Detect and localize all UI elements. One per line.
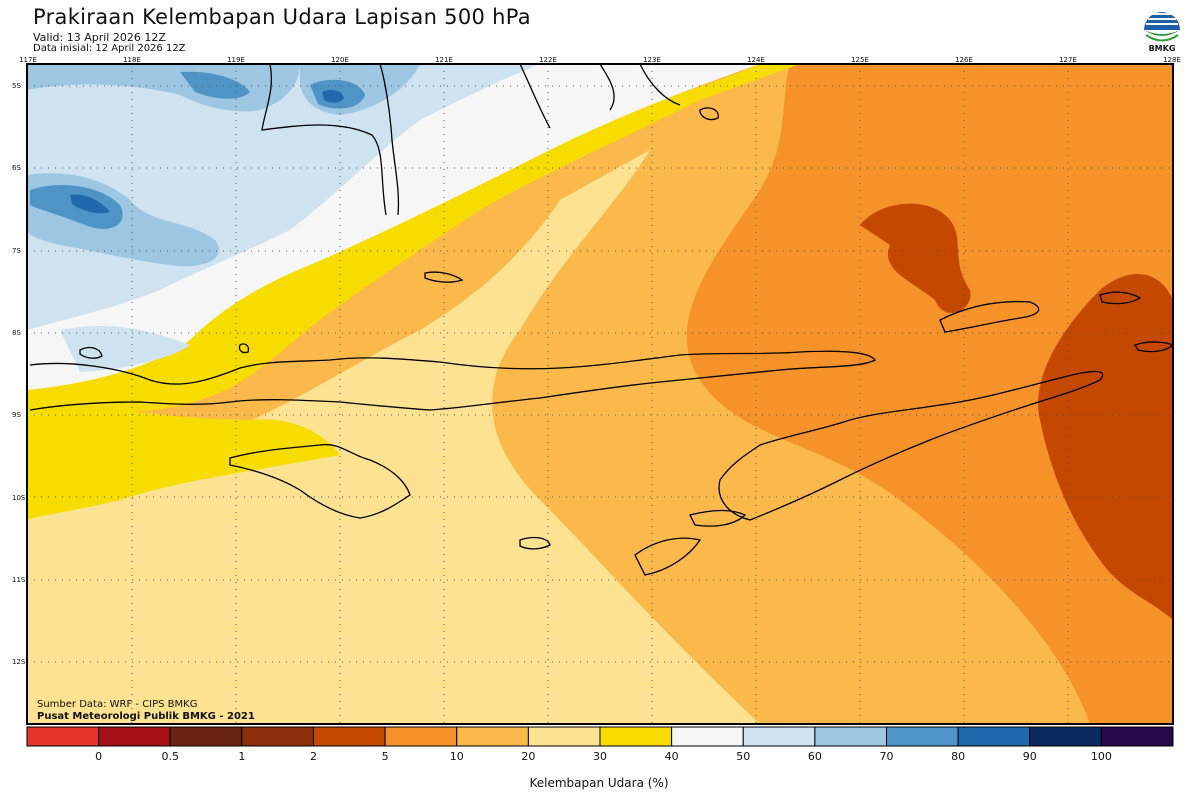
valid-time: Valid: 13 April 2026 12Z: [33, 31, 166, 44]
latitude-label: 10S: [12, 493, 26, 502]
longitude-label: 117E: [19, 56, 37, 64]
colorbar-tick-label: 0: [95, 750, 103, 763]
colorbar-swatch: [1029, 726, 1102, 747]
colorbar-swatch: [313, 726, 386, 747]
latitude-label: 6S: [12, 164, 21, 173]
colorbar-tick-label: 20: [521, 750, 536, 763]
page-title: Prakiraan Kelembapan Udara Lapisan 500 h…: [33, 5, 531, 29]
longitude-label: 120E: [331, 56, 349, 64]
longitude-label: 123E: [643, 56, 661, 64]
colorbar-tick-label: 30: [593, 750, 607, 763]
colorbar-swatch: [742, 726, 816, 747]
latitude-label: 7S: [12, 246, 21, 255]
colorbar-title: Kelembapan Udara (%): [529, 776, 669, 790]
colorbar-swatch: [26, 726, 100, 747]
colorbar-swatch: [241, 726, 314, 747]
coastlines: [29, 64, 1173, 576]
colorbar-tick-label: 80: [951, 750, 966, 763]
colorbar-tick-label: 5: [381, 750, 389, 763]
colorbar-swatch: [1100, 726, 1174, 747]
latitude-label: 5S: [12, 82, 21, 90]
colorbar-swatch: [671, 726, 744, 747]
colorbar: [26, 726, 1174, 747]
colorbar-swatch: [527, 726, 601, 747]
colorbar-swatch: [599, 726, 673, 747]
colorbar-tick-label: 60: [807, 750, 822, 763]
longitude-label: 121E: [435, 56, 453, 64]
latitude-label: 8S: [12, 328, 21, 337]
map-frame: [26, 63, 1174, 725]
colorbar-tick-label: 0.5: [161, 750, 180, 763]
colorbar-swatch: [886, 726, 959, 747]
bmkg-logo-icon: [1144, 12, 1180, 42]
colorbar-tick-label: 40: [664, 750, 679, 763]
latitude-label: 12S: [12, 658, 26, 667]
latitude-label: 9S: [12, 411, 21, 420]
longitude-label: 124E: [747, 56, 765, 64]
longitude-label: 119E: [227, 56, 245, 64]
colorbar-tick-label: 50: [736, 750, 751, 763]
colorbar-swatch: [98, 726, 171, 747]
colorbar-swatch: [169, 726, 243, 747]
colorbar-tick-label: 10: [449, 750, 464, 763]
longitude-label: 122E: [539, 56, 557, 64]
colorbar-tick-label: 90: [1022, 750, 1037, 763]
longitude-label: 126E: [955, 56, 973, 64]
logo-text: BMKG: [1148, 44, 1176, 53]
colorbar-tick-label: 100: [1090, 750, 1112, 763]
longitude-label: 127E: [1059, 56, 1077, 64]
colorbar-swatch: [814, 726, 887, 747]
longitude-label: 118E: [123, 56, 141, 64]
colorbar-tick-label: 70: [879, 750, 894, 763]
colorbar-tick-label: 1: [238, 750, 246, 763]
initial-time: Data inisial: 12 April 2026 12Z: [33, 43, 186, 54]
longitude-label: 128E: [1163, 56, 1181, 64]
latitude-label: 11S: [12, 575, 26, 584]
longitude-label: 125E: [851, 56, 869, 64]
colorbar-swatch: [957, 726, 1031, 747]
colorbar-tick-label: 2: [310, 750, 317, 763]
colorbar-swatch: [384, 726, 458, 747]
source-note: Sumber Data: WRF - CIPS BMKG: [37, 699, 198, 710]
humidity-field: [27, 64, 1173, 724]
colorbar-swatch: [456, 726, 529, 747]
credit-note: Pusat Meteorologi Publik BMKG - 2021: [37, 711, 255, 722]
